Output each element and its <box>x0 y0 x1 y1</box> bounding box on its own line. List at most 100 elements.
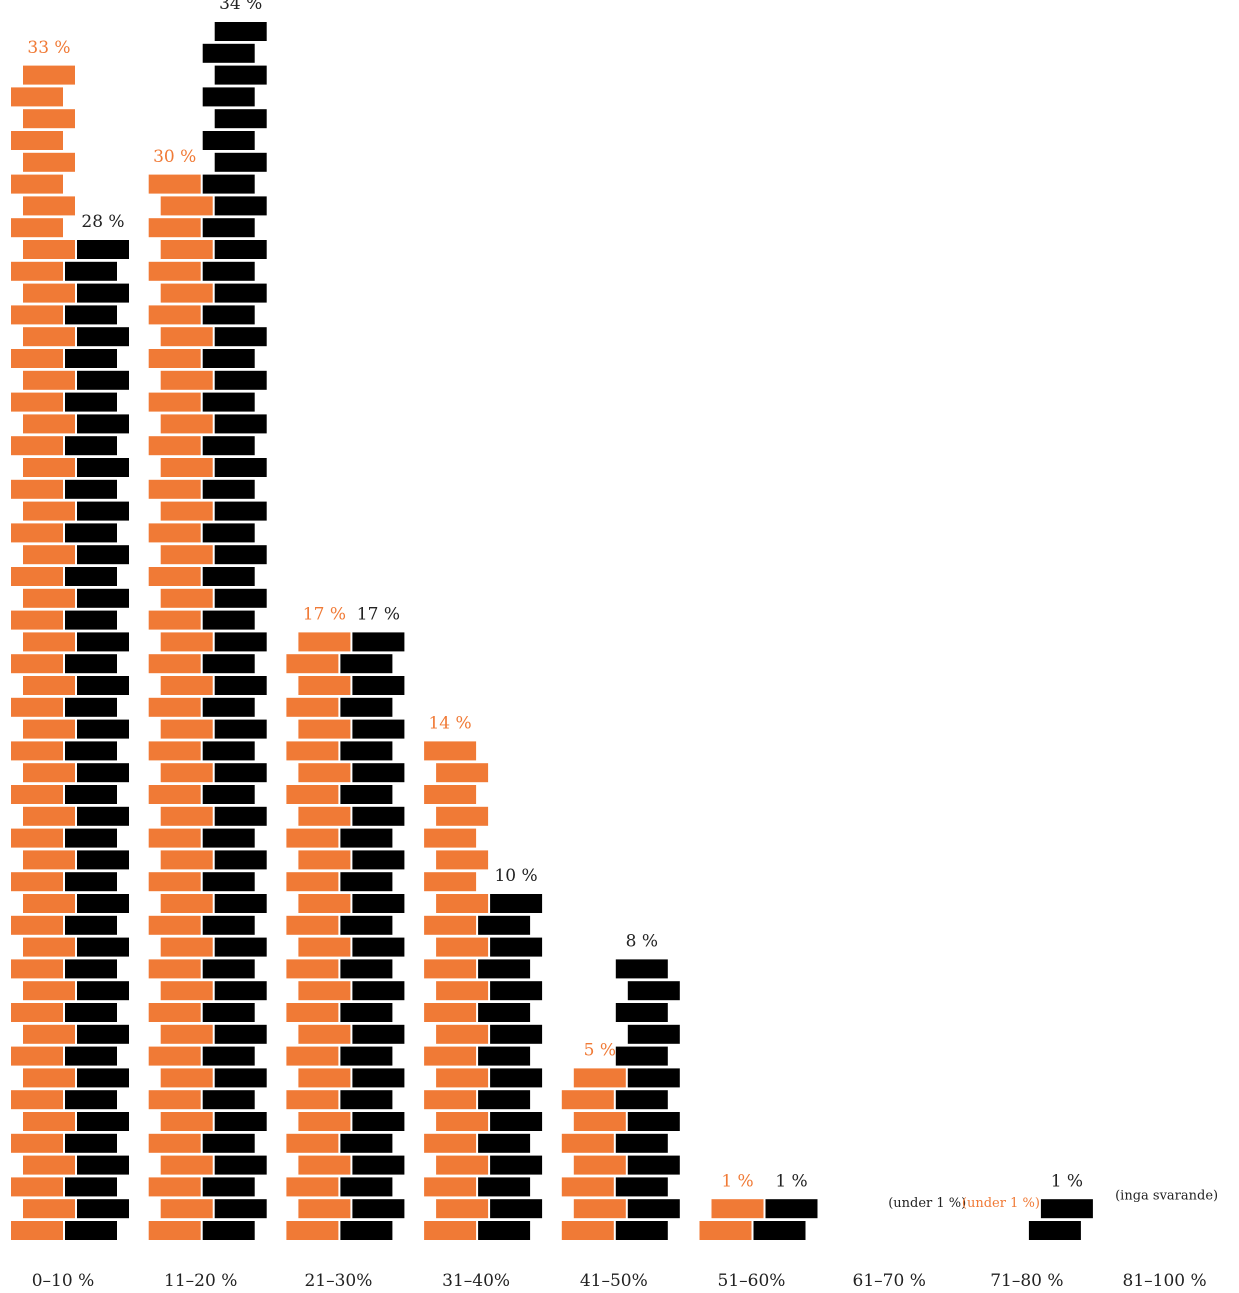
value-label-black: 28 % <box>81 212 124 232</box>
bar-brick-black <box>340 1221 393 1240</box>
value-label-orange: 17 % <box>303 605 346 625</box>
bar-brick-black <box>77 283 129 303</box>
bar-brick-orange <box>160 1024 213 1044</box>
bar-brick-black <box>214 1112 267 1131</box>
bar-brick-orange <box>11 1177 63 1197</box>
bar-brick-orange <box>11 785 63 804</box>
bar-brick-orange <box>148 1046 201 1066</box>
bar-brick-orange <box>160 806 213 826</box>
bar-brick-black <box>65 654 117 674</box>
bar-brick-orange <box>298 1024 351 1044</box>
bar-brick-black <box>214 370 267 390</box>
bar-brick-black <box>352 1024 405 1044</box>
bar-brick-orange <box>148 697 201 717</box>
value-label-black: (under 1 %) <box>888 1196 966 1211</box>
bar-brick-orange <box>23 283 75 303</box>
bar-brick-orange <box>11 654 63 674</box>
bar-brick-black <box>765 1199 818 1219</box>
bar-brick-black <box>214 719 267 739</box>
bar-brick-orange <box>436 981 489 1001</box>
bar-brick-orange <box>11 610 63 630</box>
bar-brick-black <box>214 763 267 783</box>
bar-brick-black <box>202 1221 255 1240</box>
bar-brick-orange <box>160 370 213 390</box>
bar-brick-orange <box>11 523 63 543</box>
bar-brick-orange <box>148 523 201 543</box>
bar-brick-black <box>478 1003 531 1022</box>
bar-brick-orange <box>148 959 201 979</box>
bar-brick-black <box>202 523 255 543</box>
bar-brick-orange <box>573 1112 626 1131</box>
bar-brick-orange <box>160 850 213 870</box>
bar-brick-orange <box>23 676 75 695</box>
bar-brick-black <box>65 959 117 979</box>
bar-brick-black <box>214 1155 267 1175</box>
bar-brick-orange <box>424 1133 477 1153</box>
bar-brick-orange <box>23 894 75 913</box>
bar-brick-orange <box>699 1221 752 1240</box>
bar-brick-orange <box>11 1221 63 1240</box>
value-label-orange: (under 1 %) <box>962 1196 1040 1211</box>
bar-brick-black <box>340 872 393 892</box>
bar-brick-orange <box>148 872 201 892</box>
bar-brick-black <box>202 479 255 499</box>
x-tick-label: 61–70 % <box>853 1271 926 1291</box>
bar-brick-orange <box>298 632 351 652</box>
bar-brick-orange <box>23 937 75 957</box>
bar-brick-black <box>202 218 255 238</box>
bar-brick-black <box>214 501 267 521</box>
bar-brick-black <box>65 1133 117 1153</box>
bar-brick-orange <box>23 1199 75 1219</box>
bar-brick-orange <box>11 915 63 935</box>
bar-brick-orange <box>11 87 63 107</box>
x-tick-label: 11–20 % <box>164 1271 237 1291</box>
bar-brick-black <box>340 1003 393 1022</box>
bar-brick-orange <box>286 741 339 761</box>
bar-brick-orange <box>11 174 63 194</box>
bar-brick-black <box>214 109 267 129</box>
bar-brick-orange <box>11 305 63 325</box>
bar-brick-orange <box>23 327 75 347</box>
bar-brick-orange <box>160 1112 213 1131</box>
bar-brick-black <box>202 610 255 630</box>
bar-brick-black <box>352 937 405 957</box>
bar-brick-black <box>202 261 255 281</box>
bar-brick-black <box>77 937 129 957</box>
bar-brick-orange <box>148 1177 201 1197</box>
bar-brick-black <box>202 87 255 107</box>
bar-brick-orange <box>286 654 339 674</box>
bar-brick-orange <box>11 1046 63 1066</box>
bar-brick-black <box>214 1024 267 1044</box>
x-tick-label: 31–40% <box>442 1271 510 1291</box>
bar-brick-black <box>77 1199 129 1219</box>
bar-brick-orange <box>11 741 63 761</box>
bar-brick-black <box>77 1112 129 1131</box>
bar-brick-black <box>490 894 543 913</box>
bar-brick-black <box>65 436 117 456</box>
bar-brick-black <box>77 981 129 1001</box>
bar-brick-orange <box>298 763 351 783</box>
bar-brick-orange <box>11 1003 63 1022</box>
bar-brick-black <box>65 1177 117 1197</box>
bar-brick-orange <box>561 1090 614 1110</box>
bar-brick-black <box>214 894 267 913</box>
bar-brick-orange <box>436 1199 489 1219</box>
bar-brick-orange <box>160 937 213 957</box>
bar-brick-black <box>627 1024 680 1044</box>
bar-brick-orange <box>436 763 489 783</box>
bar-brick-black <box>214 545 267 565</box>
bar-brick-black <box>352 894 405 913</box>
bar-brick-black <box>340 959 393 979</box>
bar-brick-black <box>615 1133 668 1153</box>
value-label-black: 34 % <box>219 0 262 14</box>
bar-brick-black <box>65 872 117 892</box>
bar-brick-black <box>1040 1199 1093 1219</box>
bar-brick-black <box>214 676 267 695</box>
bar-brick-orange <box>424 741 477 761</box>
bar-brick-orange <box>11 959 63 979</box>
bar-brick-black <box>352 1068 405 1088</box>
bar-brick-black <box>77 676 129 695</box>
bar-brick-orange <box>436 894 489 913</box>
bar-brick-orange <box>148 1133 201 1153</box>
bar-brick-orange <box>424 1003 477 1022</box>
